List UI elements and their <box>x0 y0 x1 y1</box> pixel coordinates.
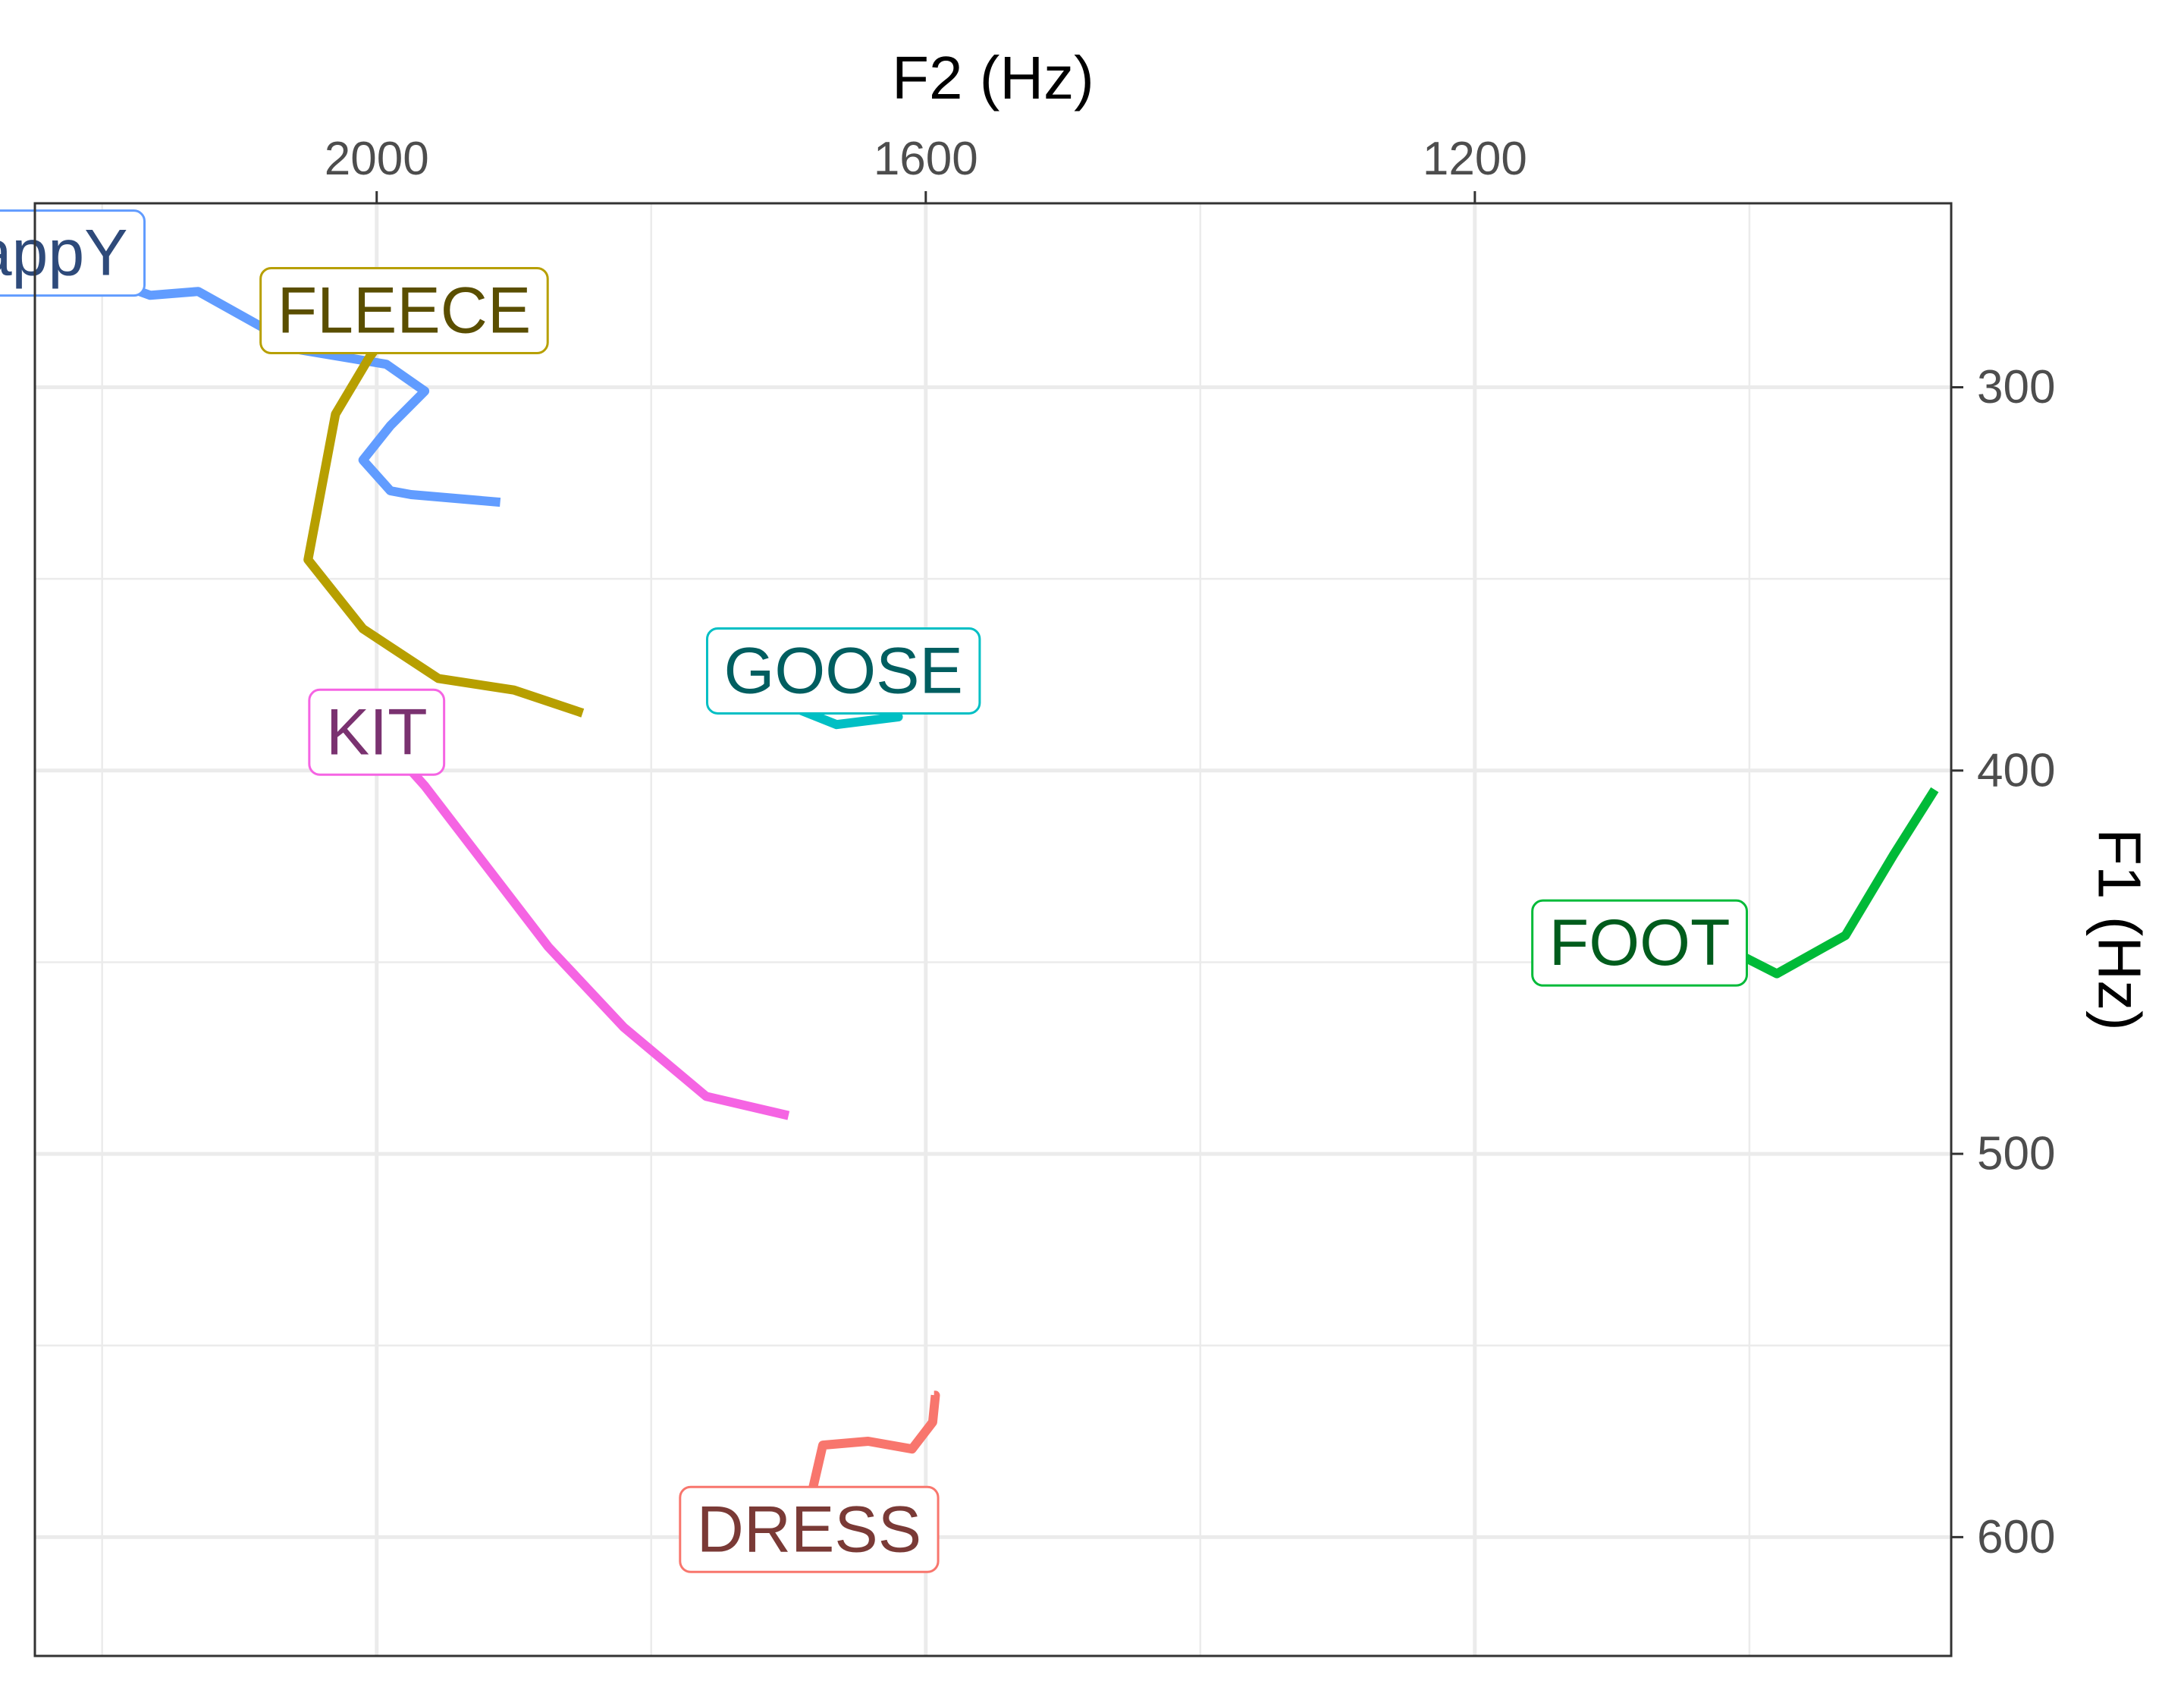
y-tick-label: 300 <box>1977 361 2055 413</box>
y-tick-label: 500 <box>1977 1128 2055 1180</box>
series-labels: happY FLEECE GOOSE KIT FOOT DRESS <box>0 209 1749 1573</box>
series-label-fleece: FLEECE <box>259 266 549 354</box>
y-tick-label: 600 <box>1977 1511 2055 1563</box>
series-label-text: GOOSE <box>723 634 962 707</box>
series-label-text: FLEECE <box>278 274 532 347</box>
series-label-text: happY <box>0 217 128 290</box>
y-axis-title: F1 (Hz) <box>2086 828 2154 1031</box>
x-axis-top: 2000 1600 1200 <box>325 133 1527 203</box>
series-lines <box>35 249 1939 1531</box>
series-label-kit: KIT <box>308 688 446 776</box>
y-axis-right: 300 400 500 600 <box>1951 361 2055 1563</box>
series-label-dress: DRESS <box>679 1485 940 1573</box>
series-line-kit <box>373 729 790 1120</box>
plot-panel-border <box>33 202 1953 1657</box>
x-tick-label: 1600 <box>874 133 978 185</box>
x-tick-label: 2000 <box>325 133 429 185</box>
series-label-text: KIT <box>326 696 428 768</box>
series-line-happy <box>35 249 501 507</box>
series-label-goose: GOOSE <box>705 627 981 715</box>
series-label-foot: FOOT <box>1531 899 1749 987</box>
series-label-text: FOOT <box>1549 906 1731 979</box>
series-line-fleece <box>303 307 585 718</box>
x-tick-label: 1200 <box>1423 133 1527 185</box>
y-tick-label: 400 <box>1977 744 2055 796</box>
series-label-happy: happY <box>0 209 146 297</box>
series-label-text: DRESS <box>697 1493 921 1566</box>
x-axis-title: F2 (Hz) <box>892 44 1094 112</box>
